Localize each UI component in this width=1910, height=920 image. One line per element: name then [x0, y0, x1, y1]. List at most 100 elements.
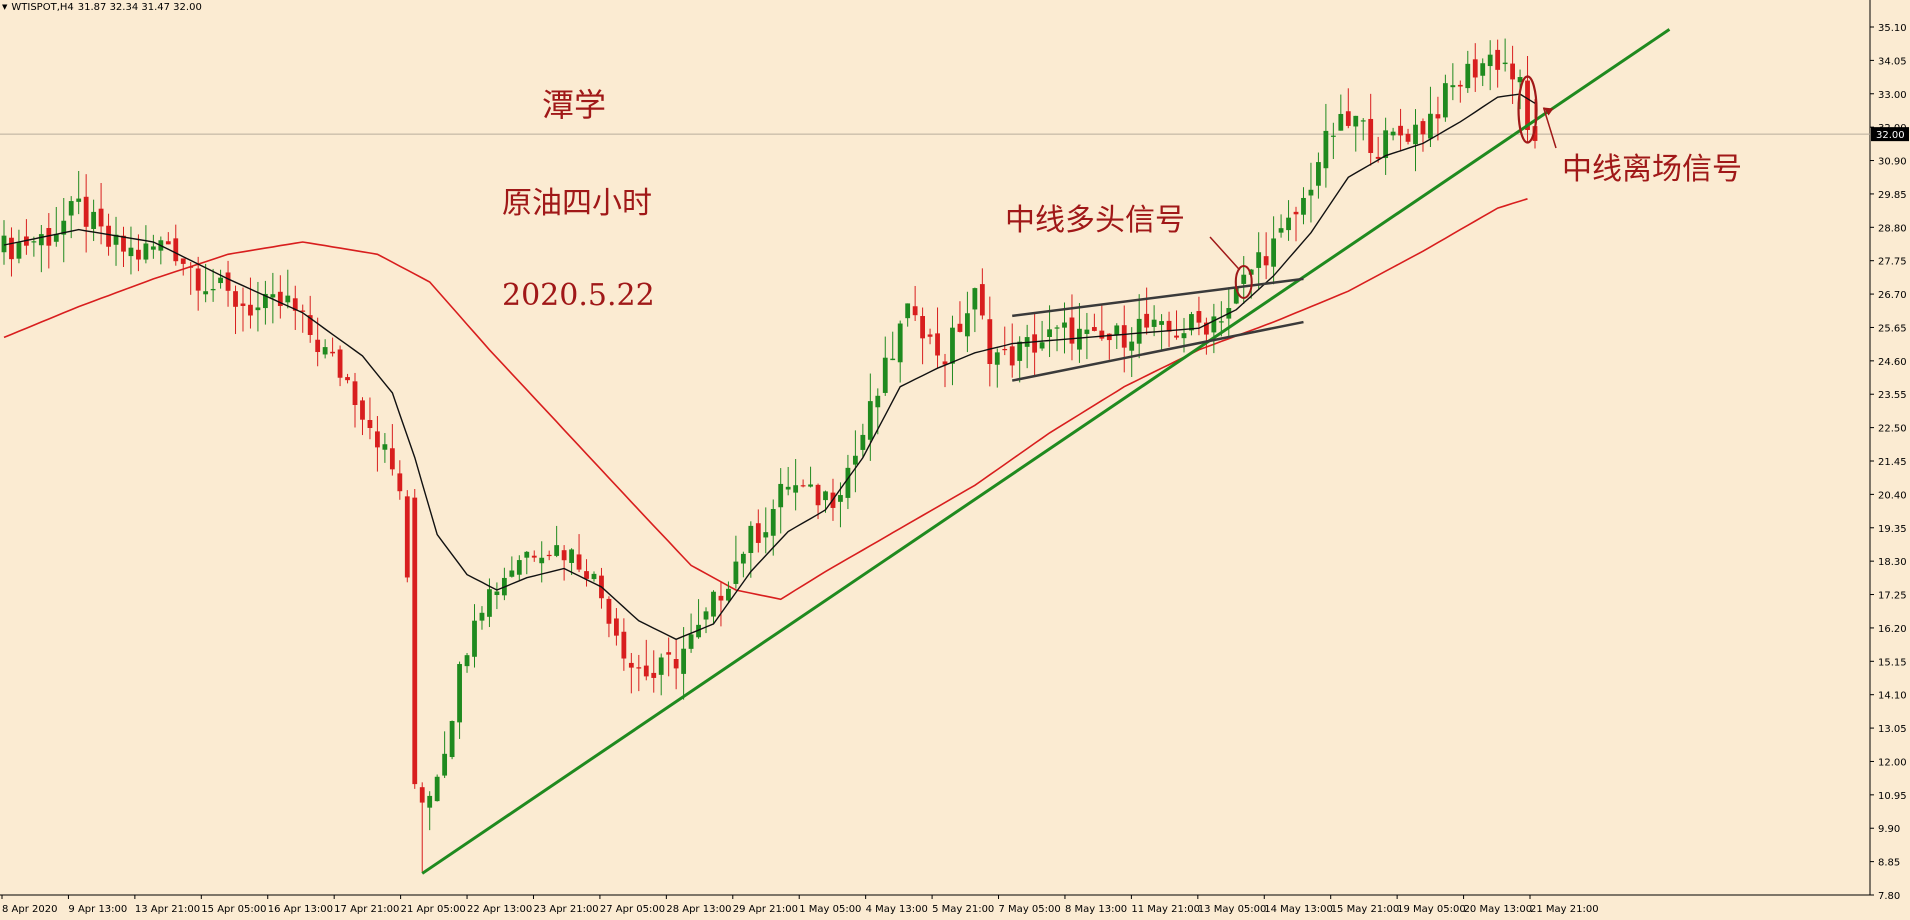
- candle-body: [389, 448, 395, 470]
- price-axis-label: 28.80: [1878, 223, 1907, 234]
- candle-body: [1069, 317, 1075, 344]
- candle-body: [636, 667, 642, 669]
- candle-body: [733, 561, 739, 584]
- candle-body: [218, 277, 223, 284]
- candle-body: [972, 288, 978, 310]
- candle-body: [1039, 342, 1045, 349]
- candle-body: [210, 288, 216, 291]
- time-axis-label: 21 May 21:00: [1530, 904, 1599, 915]
- candle-body: [427, 795, 433, 808]
- candle-body: [1502, 62, 1508, 65]
- candle-body: [658, 657, 664, 675]
- candle-body: [76, 198, 82, 202]
- candle-body: [1174, 335, 1179, 338]
- candle-body: [1383, 130, 1389, 159]
- candle-body: [1271, 238, 1277, 267]
- price-axis-label: 33.00: [1878, 90, 1907, 101]
- symbol-label: WTISPOT,H4: [11, 1, 74, 13]
- candle-body: [1248, 269, 1254, 275]
- candle-body: [957, 323, 963, 332]
- candle-body: [815, 484, 821, 506]
- channel-upper-line: [1012, 277, 1304, 318]
- candle-body: [1106, 333, 1112, 341]
- candle-body: [1323, 130, 1329, 169]
- candle-body: [1525, 80, 1530, 131]
- candle-body: [1002, 348, 1008, 351]
- candle-body: [1203, 322, 1209, 335]
- exit-signal-marker: [1517, 75, 1538, 144]
- price-axis-label: 12.00: [1878, 757, 1907, 768]
- candle-body: [98, 208, 104, 227]
- candle-body: [1166, 320, 1172, 332]
- candle-body: [285, 295, 291, 303]
- candle-body: [38, 234, 44, 246]
- exit-arrow-head: [1543, 107, 1554, 116]
- candle-body: [621, 631, 627, 659]
- price-axis-label: 7.80: [1878, 891, 1900, 902]
- candle-body: [905, 303, 911, 319]
- menu-triangle-icon[interactable]: ▼: [2, 3, 8, 11]
- candle-body: [718, 595, 724, 601]
- current-price-label: 32.00: [1876, 130, 1905, 141]
- fast-moving-average-line: [3, 93, 1536, 641]
- ohlc-readout: 31.87 32.34 31.47 32.00: [77, 1, 202, 13]
- candle-body: [1091, 327, 1097, 331]
- candle-body: [793, 485, 799, 493]
- candle-body: [442, 753, 448, 776]
- time-axis-label: 8 May 13:00: [1065, 904, 1127, 915]
- time-axis-label: 16 Apr 13:00: [268, 904, 333, 915]
- price-axis-label: 20.40: [1878, 490, 1907, 501]
- candle-body: [1047, 329, 1052, 337]
- channel-lower-line: [1011, 320, 1304, 382]
- candle-body: [576, 554, 582, 570]
- price-axis-label: 15.15: [1878, 657, 1907, 668]
- candle-body: [68, 201, 74, 216]
- candle-body: [673, 658, 679, 669]
- time-axis-label: 7 May 05:00: [999, 904, 1061, 915]
- candle-body: [91, 211, 97, 229]
- candle-body: [397, 473, 403, 492]
- candle-body: [912, 306, 918, 316]
- time-axis-label: 15 Apr 05:00: [201, 904, 266, 915]
- slow-moving-average-line: [3, 198, 1528, 601]
- time-axis-label: 27 Apr 05:00: [600, 904, 665, 915]
- price-axis-label: 27.75: [1878, 257, 1907, 268]
- candle-body: [225, 272, 231, 291]
- time-axis-label: 1 May 05:00: [799, 904, 861, 915]
- price-axis-label: 13.05: [1878, 724, 1907, 735]
- candle-body: [1009, 346, 1015, 366]
- candle-body: [1316, 162, 1321, 186]
- candle-body: [1099, 330, 1105, 339]
- price-axis-label: 19.35: [1878, 524, 1907, 535]
- price-axis-label: 17.25: [1878, 591, 1907, 602]
- candle-body: [1345, 111, 1351, 126]
- time-axis-label: 4 May 13:00: [866, 904, 928, 915]
- candle-body: [1218, 321, 1224, 323]
- candle-body: [1129, 341, 1135, 351]
- candle-body: [1084, 329, 1090, 334]
- candle-body: [979, 284, 985, 316]
- candle-body: [531, 555, 537, 558]
- candle-body: [875, 395, 881, 408]
- candle-body: [16, 242, 22, 259]
- candle-body: [1151, 319, 1157, 327]
- candle-body: [412, 497, 418, 785]
- candle-body: [643, 665, 649, 677]
- candle-body: [554, 545, 560, 556]
- candle-body: [1442, 83, 1448, 118]
- candle-body: [1495, 49, 1501, 70]
- price-axis-label: 10.95: [1878, 791, 1907, 802]
- candle-body: [927, 334, 933, 337]
- candle-body: [1465, 63, 1471, 89]
- candle-body: [1233, 287, 1239, 304]
- candle-body: [740, 553, 746, 564]
- candle-body: [584, 571, 589, 579]
- candle-body: [711, 591, 716, 617]
- candle-body: [1032, 334, 1038, 353]
- candle-body: [1159, 321, 1164, 325]
- candle-body: [487, 589, 492, 617]
- candle-body: [509, 570, 515, 577]
- candle-body: [748, 525, 754, 553]
- candle-body: [1405, 133, 1411, 142]
